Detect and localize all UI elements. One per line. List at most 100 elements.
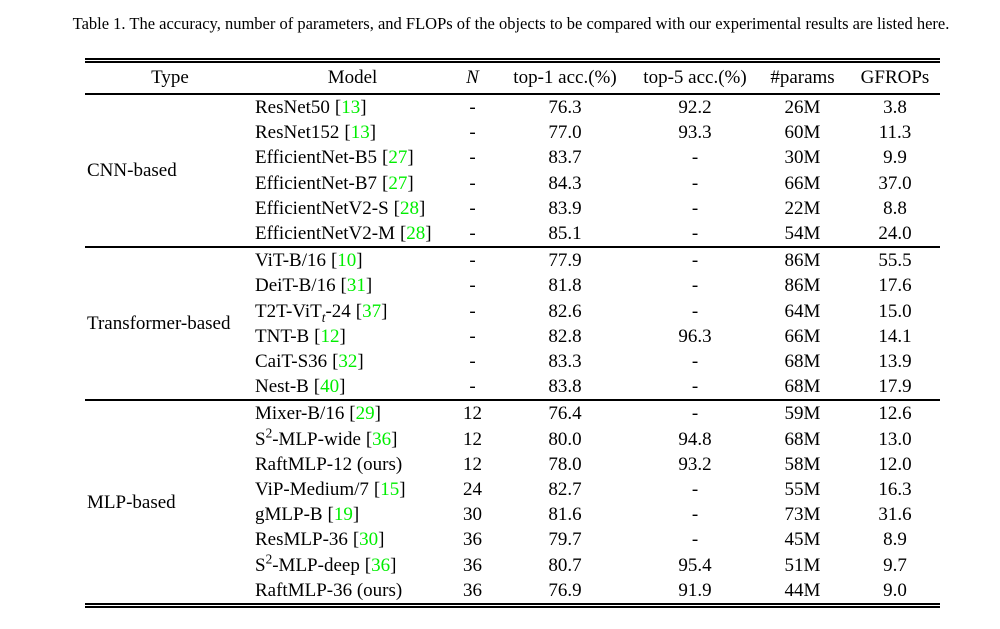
top5-acc-cell: - <box>691 223 699 245</box>
citation-link[interactable]: [36] <box>366 429 398 450</box>
params-cell: 86M <box>755 246 850 274</box>
citation-link[interactable]: [27] <box>382 173 414 194</box>
model-name: ViP-Medium/7 <box>255 479 369 501</box>
citation-link[interactable]: [29] <box>349 403 381 424</box>
citation-number[interactable]: 40 <box>320 376 340 398</box>
top1-acc-cell: 78.0 <box>548 453 582 475</box>
citation-bracket-open: [ <box>314 325 321 347</box>
params-cell: 30M <box>784 147 821 169</box>
citation-link[interactable]: [28] <box>394 198 426 219</box>
citation-number[interactable]: 29 <box>355 403 375 425</box>
citation-number[interactable]: 28 <box>399 197 419 219</box>
citation-link[interactable]: [37] <box>356 301 388 322</box>
model-superscript: 2 <box>265 425 273 441</box>
citation-link[interactable]: [32] <box>332 351 364 372</box>
citation-number[interactable]: 30 <box>359 529 379 551</box>
citation-number[interactable]: 27 <box>388 147 408 169</box>
citation-number[interactable]: 10 <box>337 250 357 272</box>
top1-acc-cell: 82.6 <box>548 300 582 322</box>
table-row: CaiT-S36 [32] - 83.3 - 68M 13.9 <box>85 349 940 374</box>
citation-link[interactable]: [28] <box>400 223 432 244</box>
citation-number[interactable]: 12 <box>320 325 340 347</box>
model-cell: EfficientNet-B5 [27] <box>255 145 450 170</box>
citation-link[interactable]: [19] <box>328 504 360 525</box>
model-cell: ResNet152 [13] <box>255 120 450 145</box>
top5-acc-cell: 94.8 <box>678 428 712 450</box>
citation-bracket-close: ] <box>407 172 414 194</box>
top1-acc-cell: 76.9 <box>548 579 582 601</box>
model-name: EfficientNet-B7 <box>255 172 378 194</box>
citation-link[interactable]: [31] <box>341 275 373 296</box>
header-type: Type <box>151 67 189 88</box>
citation-link[interactable]: [15] <box>374 479 406 500</box>
n-value-cell: 12 <box>463 453 482 475</box>
citation-bracket-close: ] <box>381 300 388 322</box>
citation-number[interactable]: 27 <box>388 172 408 194</box>
model-cell: RaftMLP-36 (ours) <box>255 578 450 606</box>
citation-number[interactable]: 36 <box>371 554 391 576</box>
model-cell: EfficientNetV2-S [28] <box>255 196 450 221</box>
citation-number[interactable]: 31 <box>346 275 366 297</box>
top1-acc-cell: 83.3 <box>548 351 582 373</box>
top5-acc-cell: - <box>635 246 755 274</box>
citation-bracket-open: [ <box>382 147 389 169</box>
citation-number[interactable]: 37 <box>362 300 382 322</box>
table-row: S2-MLP-deep [36] 36 80.7 95.4 51M 9.7 <box>85 552 940 578</box>
params-cell: 59M <box>755 399 850 427</box>
gfrops-cell: 13.0 <box>878 428 912 450</box>
params-cell: 51M <box>784 554 821 576</box>
model-name: ResNet50 <box>255 97 330 118</box>
gfrops-cell: 13.9 <box>878 351 912 373</box>
gfrops-cell: 12.6 <box>850 399 940 427</box>
top1-acc-cell: 77.9 <box>495 246 635 274</box>
citation-number[interactable]: 28 <box>406 223 426 245</box>
n-value-cell: - <box>469 275 476 297</box>
top5-acc-cell: - <box>691 351 699 373</box>
citation-number[interactable]: 36 <box>372 428 392 450</box>
gfrops-cell: 8.9 <box>883 529 907 551</box>
gfrops-cell: 12.0 <box>878 453 912 475</box>
citation-number[interactable]: 15 <box>380 479 400 501</box>
citation-number[interactable]: 19 <box>333 504 353 526</box>
table-row: MLP-based Mixer-B/16 [29] 12 76.4 - 59M 12… <box>85 399 940 606</box>
top1-acc-cell: 85.1 <box>548 223 582 245</box>
citation-link[interactable]: [13] <box>335 97 367 118</box>
citation-link[interactable]: [27] <box>382 147 414 168</box>
top5-acc-cell: - <box>635 399 755 427</box>
model-cell: CaiT-S36 [32] <box>255 349 450 374</box>
citation-number[interactable]: 32 <box>338 351 358 373</box>
model-name: RaftMLP-12 (ours) <box>255 453 403 475</box>
citation-link[interactable]: [36] <box>365 555 397 576</box>
model-cell: TNT-B [12] <box>255 324 450 349</box>
gfrops-cell: 37.0 <box>878 172 912 194</box>
citation-link[interactable]: [10] <box>331 250 363 271</box>
n-value-cell: - <box>469 172 476 194</box>
params-cell: 68M <box>784 376 821 398</box>
params-cell: 45M <box>784 529 821 551</box>
model-name: Mixer-B/16 <box>255 403 345 425</box>
citation-link[interactable]: [13] <box>344 122 376 143</box>
model-cell: ViP-Medium/7 [15] <box>255 477 450 502</box>
top5-acc-cell: - <box>691 197 699 219</box>
citation-number[interactable]: 13 <box>350 122 370 144</box>
n-value-cell: 30 <box>463 504 482 526</box>
table-row: TNT-B [12] - 82.8 96.3 66M 14.1 <box>85 324 940 349</box>
top5-acc-cell: - <box>691 172 699 194</box>
top1-acc-cell: 81.6 <box>548 504 582 526</box>
citation-number[interactable]: 13 <box>341 97 361 118</box>
header-params: #params <box>770 67 835 88</box>
top1-acc-cell: 83.7 <box>548 147 582 169</box>
citation-link[interactable]: [40] <box>314 376 346 397</box>
citation-link[interactable]: [12] <box>314 326 346 347</box>
type-cell: CNN-based <box>87 160 177 181</box>
model-name: TNT-B <box>255 325 310 347</box>
citation-bracket-close: ] <box>365 275 373 297</box>
citation-bracket-open: [ <box>349 403 356 425</box>
model-name-suffix: -MLP-deep <box>272 554 360 576</box>
n-value-cell: - <box>469 325 476 347</box>
params-cell: 73M <box>784 504 821 526</box>
n-value-cell: - <box>469 147 476 169</box>
gfrops-cell: 11.3 <box>878 122 912 144</box>
table-row: DeiT-B/16 [31] - 81.8 - 86M 17.6 <box>85 273 940 298</box>
citation-link[interactable]: [30] <box>353 529 385 550</box>
